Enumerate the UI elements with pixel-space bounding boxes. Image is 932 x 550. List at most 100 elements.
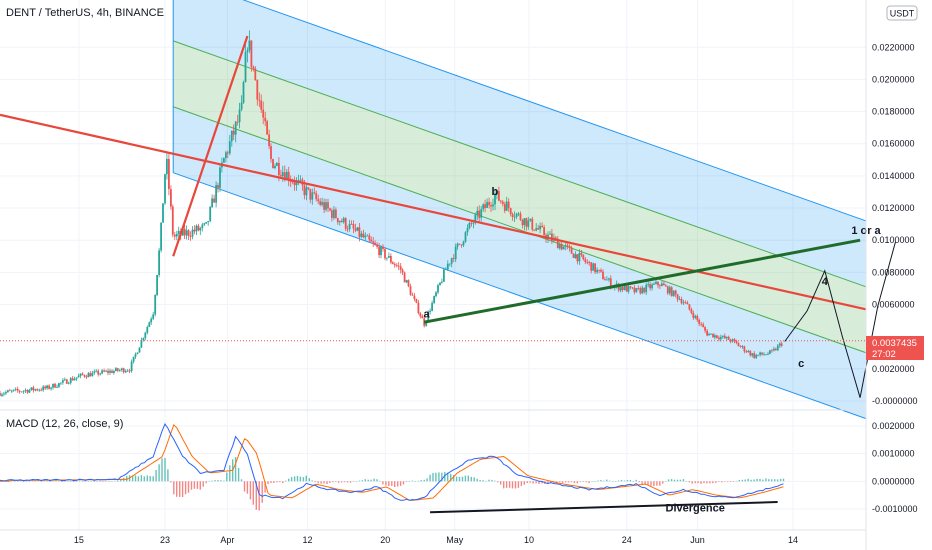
candle-body [761,352,763,355]
last-price-value: 0.0037435 [872,338,917,349]
macd-histogram-bar [25,481,28,482]
candle-body [417,302,420,314]
candle-body [93,371,96,373]
candle-body [445,269,447,270]
candle-body [297,180,300,181]
macd-histogram-bar [517,481,520,488]
macd-histogram-bar [382,481,384,485]
macd-histogram-bar [679,479,682,482]
candle-body [111,370,113,373]
projection-path [784,241,896,398]
macd-histogram-bar [508,481,511,488]
macd-histogram-bar [632,481,634,482]
candle-body [712,333,714,338]
macd-histogram-bar [246,481,249,494]
macd-histogram-bar [176,481,178,497]
currency-badge[interactable]: USDT [886,5,918,21]
candle-body [63,379,66,381]
candle-body [776,345,779,351]
candle-body [435,292,437,297]
macd-histogram-bar [170,481,172,483]
macd-histogram-bar [14,481,16,482]
candle-body [287,171,290,182]
macd-histogram-bar [405,481,408,482]
candle-body [494,194,496,205]
candle-body [242,82,245,103]
candle-body [688,304,691,310]
macd-histogram-bar [102,481,104,482]
candle-body [448,263,451,265]
candle-body [56,386,58,388]
candle-body [395,265,398,266]
macd-histogram-bar [358,480,361,482]
candle-body [399,266,402,270]
time-tick-label: Jun [690,535,705,545]
macd-histogram-bar [240,479,243,482]
candle-body [503,204,506,211]
candle-body [382,246,384,249]
macd-histogram-bar [653,481,655,486]
candle-body [109,370,111,373]
macd-histogram-bar [311,480,313,482]
macd-histogram-bar [514,481,517,489]
candle-body [366,235,369,237]
macd-histogram-bar [87,481,90,482]
candle-body [232,130,235,135]
candle-body [240,102,243,110]
candle-body [215,185,217,203]
macd-histogram-bar [288,478,290,482]
macd-histogram-bar [450,473,452,482]
candle-body [570,247,573,254]
macd-axis[interactable]: 0.0020000 0.0010000 0.0000000 -0.0010000 [872,421,918,514]
macd-histogram-bar [361,480,363,482]
macd-pane[interactable]: Divergence [0,422,866,515]
candle-body [71,378,74,381]
macd-histogram-bar [34,481,36,482]
macd-histogram-bar [282,481,284,483]
candle-body [50,387,52,389]
candle-body [598,269,600,271]
candle-body [30,387,33,390]
price-tick-label: 0.0080000 [872,267,915,277]
macd-histogram-bar [370,479,372,482]
macd-histogram-bar [108,481,110,482]
macd-histogram-bar [352,481,355,482]
candle-body [87,373,90,378]
candle-body [65,379,68,384]
candle-body [774,348,777,351]
candle-body [132,356,135,362]
macd-histogram-bar [688,481,690,483]
time-tick-label: 24 [622,535,632,545]
macd-histogram-bar [591,481,593,482]
candle-body [183,228,186,236]
macd-histogram-bar [84,481,87,482]
candle-body [201,224,204,228]
macd-histogram-bar [217,480,219,482]
candle-body [647,284,650,286]
candle-body [340,220,343,223]
macd-histogram-bar [293,476,296,482]
currency-badge-label: USDT [890,9,915,19]
candle-body [138,347,141,353]
candle-body [558,244,561,249]
macd-histogram-bar [435,472,437,482]
macd-histogram-bar [320,481,322,484]
candle-body [187,230,190,236]
macd-histogram-bar [143,476,145,482]
candle-body [370,239,373,242]
candle-body [293,182,296,186]
candle-body [333,209,335,218]
price-tick-label: 0.0220000 [872,42,915,52]
chart-title: DENT / TetherUS, 4h, BINANCE [6,7,164,19]
price-axis[interactable]: 0.0220000 0.0200000 0.0180000 0.0160000 0.01… [872,42,918,406]
candle-body [759,352,761,355]
macd-histogram-bar [126,476,128,482]
candle-body [331,210,333,218]
candle-body [199,228,202,231]
macd-histogram-bar [193,481,196,489]
candle-body [28,389,31,393]
candle-body [606,279,608,281]
time-axis[interactable]: 15 23 Apr 12 20 May 10 24 Jun 14 [74,535,798,545]
